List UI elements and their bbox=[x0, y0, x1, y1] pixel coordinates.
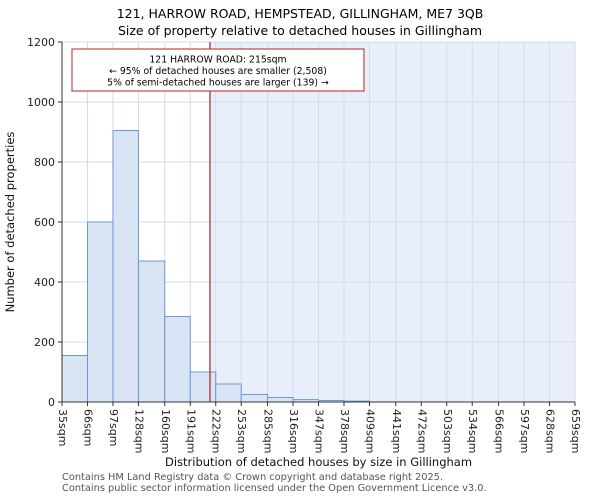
bar bbox=[86, 221, 114, 403]
x-tick-label: 97sqm bbox=[107, 409, 120, 446]
x-tick-label: 503sqm bbox=[441, 409, 454, 453]
x-tick-label: 659sqm bbox=[569, 409, 582, 453]
footer-attribution-2: Contains public sector information licen… bbox=[62, 483, 487, 494]
y-tick-label: 1000 bbox=[27, 96, 55, 109]
x-tick-label: 378sqm bbox=[338, 409, 351, 453]
bar bbox=[189, 371, 217, 403]
bar bbox=[267, 397, 294, 403]
bar bbox=[61, 355, 88, 403]
chart-subtitle: Size of property relative to detached ho… bbox=[117, 23, 483, 38]
x-tick-label: 534sqm bbox=[466, 409, 479, 453]
y-tick-label: 600 bbox=[34, 216, 55, 229]
y-tick-label: 1200 bbox=[27, 36, 55, 49]
x-tick-label: 285sqm bbox=[262, 409, 275, 453]
bar bbox=[112, 130, 139, 403]
x-tick-label: 441sqm bbox=[390, 409, 403, 453]
x-tick-label: 191sqm bbox=[184, 409, 197, 453]
bar bbox=[137, 260, 166, 403]
x-tick-label: 253sqm bbox=[235, 409, 248, 453]
y-tick-label: 0 bbox=[48, 396, 55, 409]
x-tick-label: 66sqm bbox=[81, 409, 94, 446]
x-tick-label: 347sqm bbox=[313, 409, 326, 453]
x-axis-label: Distribution of detached houses by size … bbox=[165, 455, 472, 469]
x-tick-label: 628sqm bbox=[544, 409, 557, 453]
x-tick-label: 597sqm bbox=[518, 409, 531, 453]
annotation-line: 5% of semi-detached houses are larger (1… bbox=[107, 78, 329, 89]
x-tick-label: 566sqm bbox=[493, 409, 506, 453]
y-tick-label: 800 bbox=[34, 156, 55, 169]
x-tick-label: 128sqm bbox=[132, 409, 145, 453]
annotation-line: 121 HARROW ROAD: 215sqm bbox=[149, 55, 286, 66]
footer-attribution-1: Contains HM Land Registry data © Crown c… bbox=[62, 472, 444, 483]
y-axis-label: Number of detached properties bbox=[3, 132, 17, 313]
x-tick-label: 316sqm bbox=[287, 409, 300, 453]
y-tick-label: 400 bbox=[34, 276, 55, 289]
histogram-svg: 121 HARROW ROAD: 215sqm← 95% of detached… bbox=[3, 36, 582, 469]
x-tick-label: 35sqm bbox=[56, 409, 69, 446]
bar bbox=[215, 383, 242, 403]
bar bbox=[240, 394, 269, 403]
bar bbox=[164, 316, 191, 403]
y-tick-label: 200 bbox=[34, 336, 55, 349]
annotation-box bbox=[71, 48, 365, 92]
chart-title: 121, HARROW ROAD, HEMPSTEAD, GILLINGHAM,… bbox=[116, 6, 484, 21]
x-tick-label: 409sqm bbox=[363, 409, 376, 453]
x-tick-label: 222sqm bbox=[210, 409, 223, 453]
x-tick-label: 160sqm bbox=[159, 409, 172, 453]
annotation-line: ← 95% of detached houses are smaller (2,… bbox=[109, 66, 327, 77]
x-tick-label: 472sqm bbox=[415, 409, 428, 453]
